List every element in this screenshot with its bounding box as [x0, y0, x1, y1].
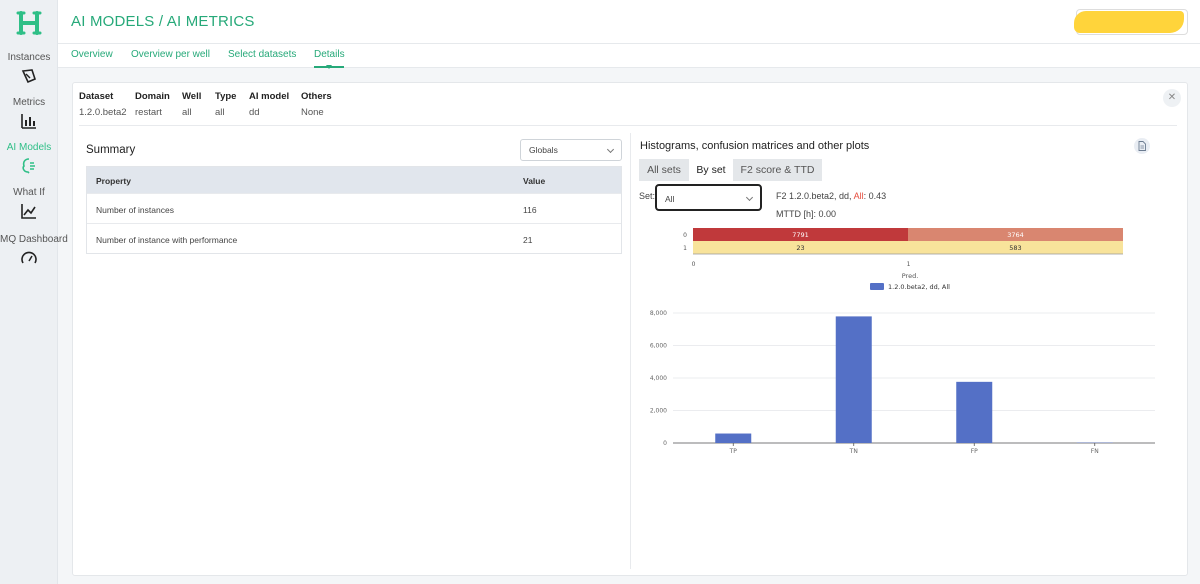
- redacted-user-name: [1074, 11, 1184, 33]
- y-tick-label: 4,000: [650, 375, 667, 382]
- y-tick-label: 2,000: [650, 408, 667, 415]
- tab-overview[interactable]: Overview: [71, 49, 113, 60]
- column-header-property: Property: [96, 176, 131, 186]
- bar-fp: [956, 381, 993, 443]
- sidebar-item-label: MQ Dashboard: [0, 234, 68, 245]
- set-select[interactable]: All: [655, 184, 762, 211]
- bar-tn: [835, 316, 872, 443]
- bar-chart-icon: [21, 114, 36, 129]
- set-select-value: All: [665, 194, 675, 204]
- summary-scope-select[interactable]: Globals: [520, 139, 622, 161]
- y-tick-label: 6,000: [650, 343, 667, 350]
- y-tick-label: 0: [663, 440, 667, 447]
- close-icon[interactable]: ✕: [1163, 89, 1181, 107]
- sidebar-item-label: What If: [13, 187, 45, 198]
- cell-property: Number of instances: [96, 205, 174, 215]
- meta-value: restart: [135, 107, 162, 118]
- heatmap-cell: [908, 228, 1123, 241]
- sidebar-item-ai-models[interactable]: AI Models: [0, 142, 58, 175]
- legend-label: 1.2.0.beta2, dd, All: [888, 283, 950, 291]
- f2-score-readout: F2 1.2.0.beta2, dd, All: 0.43: [776, 191, 886, 201]
- sidebar-item-label: Metrics: [12, 97, 46, 108]
- summary-scope-value: Globals: [529, 145, 558, 155]
- heatmap-y-tick: 1: [683, 245, 687, 252]
- segment-f2-score-ttd[interactable]: F2 score & TTD: [733, 159, 822, 181]
- sidebar-item-label: AI Models: [6, 142, 52, 153]
- meta-value: None: [301, 107, 324, 118]
- segment-by-set[interactable]: By set: [689, 159, 733, 181]
- cell-value: 21: [523, 235, 533, 245]
- x-tick-label: FN: [1091, 448, 1099, 455]
- tab-select-datasets[interactable]: Select datasets: [228, 49, 297, 60]
- export-pdf-button[interactable]: [1134, 138, 1150, 154]
- meta-key: Dataset: [79, 91, 114, 102]
- meta-value: dd: [249, 107, 260, 118]
- f2-set-name: All: [853, 191, 864, 201]
- heatmap-cell: [693, 228, 908, 241]
- table-header: Property Value: [87, 167, 621, 193]
- panel-divider: [630, 133, 631, 569]
- tab-overview-per-well[interactable]: Overview per well: [131, 49, 210, 60]
- set-label: Set:: [639, 191, 656, 201]
- meta-key: Well: [182, 91, 202, 102]
- plots-title: Histograms, confusion matrices and other…: [640, 140, 870, 152]
- table-row: Number of instances 116: [87, 193, 621, 223]
- heatmap-cell-label: 7791: [792, 231, 809, 239]
- heatmap-y-tick: 0: [683, 232, 687, 239]
- page-title: AI MODELS / AI METRICS: [71, 13, 255, 30]
- meta-key: Type: [215, 91, 237, 102]
- details-card: Dataset 1.2.0.beta2 Domain restart Well …: [72, 82, 1188, 576]
- heatmap-cell-label: 583: [1009, 244, 1021, 252]
- heatmap-cell-label: 3764: [1007, 231, 1024, 239]
- mttd-readout: MTTD [h]: 0.00: [776, 209, 837, 219]
- meta-value: all: [182, 107, 192, 118]
- summary-table: Property Value Number of instances 116 N…: [86, 166, 622, 254]
- heatmap-x-tick: 0: [692, 261, 696, 268]
- x-tick-label: TP: [729, 448, 738, 455]
- f2-prefix: F2 1.2.0.beta2, dd,: [776, 191, 854, 201]
- active-tab-caret: [326, 65, 332, 69]
- meta-key: Others: [301, 91, 332, 102]
- sidebar-item-instances[interactable]: Instances: [0, 52, 58, 85]
- x-tick-label: FP: [971, 448, 978, 455]
- column-header-value: Value: [523, 176, 546, 186]
- sidebar-item-metrics[interactable]: Metrics: [0, 97, 58, 130]
- chevron-down-icon: [606, 145, 615, 154]
- cell-property: Number of instance with performance: [96, 235, 238, 245]
- f2-value: : 0.43: [863, 191, 887, 201]
- heatmap-cell: [908, 241, 1123, 254]
- heatmap-cell: [693, 241, 908, 254]
- app-logo-icon[interactable]: [14, 8, 44, 38]
- pen-nib-icon: [21, 69, 36, 84]
- top-header: AI MODELS / AI METRICS: [58, 0, 1200, 44]
- summary-title: Summary: [86, 144, 136, 156]
- gauge-icon: [21, 251, 37, 264]
- segment-all-sets[interactable]: All sets: [639, 159, 689, 181]
- heatmap-x-tick: 1: [907, 261, 911, 268]
- tab-bar: Overview Overview per well Select datase…: [58, 44, 1200, 69]
- meta-divider: [79, 125, 1177, 126]
- plots-area: 7791 3764 23 583 0 1 0 1 Pred. 1.2.0.beta2, dd, A…: [650, 228, 1155, 455]
- sidebar-item-mq-dashboard[interactable]: MQ Dashboard: [0, 234, 68, 267]
- cell-value: 116: [523, 205, 537, 215]
- y-tick-label: 8,000: [650, 310, 667, 317]
- meta-value: all: [215, 107, 225, 118]
- line-chart-icon: [21, 204, 36, 219]
- sidebar-item-label: Instances: [7, 52, 51, 63]
- x-tick-label: TN: [849, 448, 858, 455]
- bar-tp: [715, 433, 752, 443]
- sidebar-item-what-if[interactable]: What If: [0, 187, 58, 220]
- meta-key: Domain: [135, 91, 170, 102]
- heatmap-x-label: Pred.: [902, 272, 919, 280]
- legend-swatch: [870, 283, 884, 290]
- chevron-down-icon: [745, 193, 754, 201]
- meta-key: AI model: [249, 91, 290, 102]
- tab-details[interactable]: Details: [314, 49, 345, 60]
- brain-icon: [22, 158, 35, 174]
- table-row: Number of instance with performance 21: [87, 223, 621, 253]
- sidebar: Instances Metrics AI Models What If MQ D…: [0, 0, 68, 584]
- heatmap-cell-label: 23: [796, 244, 804, 252]
- document-icon: [1138, 141, 1146, 151]
- meta-value: 1.2.0.beta2: [79, 107, 127, 118]
